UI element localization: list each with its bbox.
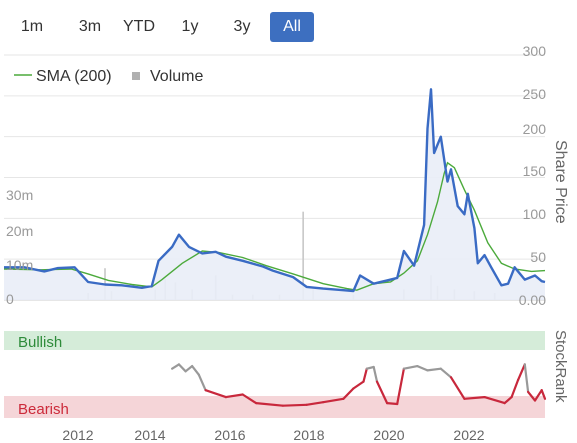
x-tick-2022: 2022	[453, 427, 484, 443]
stockrank-segment	[372, 365, 379, 383]
left-tick-20m: 20m	[6, 223, 33, 239]
stockrank-segment	[523, 363, 530, 393]
stockrank-segment	[204, 389, 227, 399]
stockrank-segment	[197, 373, 207, 392]
left-axis-ticks: 0 10m 20m 30m	[6, 187, 33, 307]
volume-bar	[302, 211, 304, 300]
stockrank-segment	[352, 380, 365, 390]
stockrank-segment	[439, 367, 453, 379]
right-tick-50: 50	[530, 249, 546, 265]
left-tick-30m: 30m	[6, 187, 33, 203]
stockrank-segment	[426, 367, 442, 372]
legend-sma-label[interactable]: SMA (200)	[36, 68, 112, 85]
right-tick-300: 300	[523, 43, 547, 59]
right-tick-150: 150	[523, 163, 547, 179]
stockrank-segment	[449, 376, 466, 400]
x-tick-2016: 2016	[214, 427, 245, 443]
stockrank-segment	[365, 365, 375, 370]
legend-volume-swatch	[132, 72, 140, 80]
right-tick-0: 0.00	[519, 292, 546, 308]
stockrank-segment	[533, 389, 543, 402]
stockrank-segment	[362, 367, 368, 383]
left-tick-10m: 10m	[6, 257, 33, 273]
range-button-1m[interactable]: 1m	[20, 18, 44, 35]
bearish-band	[4, 396, 545, 418]
stockrank-axis-title: StockRank	[552, 330, 569, 403]
stockrank-bands	[4, 331, 545, 418]
stockrank-segment	[322, 397, 345, 404]
stockrank-segment	[402, 365, 419, 370]
stockrank-segment	[342, 387, 355, 400]
stockrank-segment	[516, 363, 526, 381]
range-button-1y[interactable]: 1y	[181, 18, 199, 35]
range-button-ytd[interactable]: YTD	[123, 18, 155, 35]
x-tick-2014: 2014	[134, 427, 165, 443]
range-button-3y[interactable]: 3y	[233, 18, 251, 35]
bearish-label: Bearish	[18, 401, 69, 418]
stockrank-segment	[375, 380, 389, 405]
stockrank-segment	[224, 393, 244, 399]
stockrank-segment	[177, 363, 187, 373]
bullish-label: Bullish	[18, 334, 62, 351]
stockrank-segment	[463, 396, 486, 400]
stockrank-segment	[191, 365, 200, 376]
left-tick-0: 0	[6, 291, 14, 307]
stockrank-segment	[171, 363, 180, 370]
right-tick-200: 200	[523, 121, 547, 137]
stockrank-segment	[526, 390, 537, 402]
stockrank-segment	[396, 367, 405, 406]
right-tick-100: 100	[523, 206, 547, 222]
price-line	[4, 88, 546, 293]
sma-line	[3, 161, 546, 291]
stockrank-segment	[281, 403, 308, 407]
stockrank-segment	[386, 402, 399, 406]
stockrank-segment	[503, 396, 513, 405]
x-tick-2012: 2012	[62, 427, 93, 443]
price-area-fill	[4, 89, 545, 300]
stockrank-segment	[483, 396, 506, 405]
stockrank-segment	[241, 393, 258, 405]
share-price-axis-title: Share Price	[552, 140, 569, 224]
stockrank-segment	[510, 378, 520, 399]
stockrank-segment	[305, 401, 325, 406]
stockrank-line	[171, 363, 547, 407]
range-button-3m[interactable]: 3m	[78, 18, 102, 35]
legend: SMA (200) Volume	[14, 68, 203, 85]
stockrank-segment	[540, 389, 547, 400]
legend-volume-label[interactable]: Volume	[150, 68, 203, 85]
x-tick-2020: 2020	[373, 427, 404, 443]
stockrank-segment	[416, 365, 429, 372]
right-tick-250: 250	[523, 86, 547, 102]
x-tick-2018: 2018	[293, 427, 324, 443]
x-axis-ticks: 2012 2014 2016 2018 2020 2022	[62, 427, 484, 443]
range-button-all[interactable]: All	[270, 12, 314, 42]
bullish-band	[4, 331, 545, 350]
right-axis-ticks: 0.00 50 100 150 200 250 300	[519, 43, 546, 308]
stockrank-segment	[184, 365, 194, 373]
stockrank-segment	[255, 402, 284, 407]
